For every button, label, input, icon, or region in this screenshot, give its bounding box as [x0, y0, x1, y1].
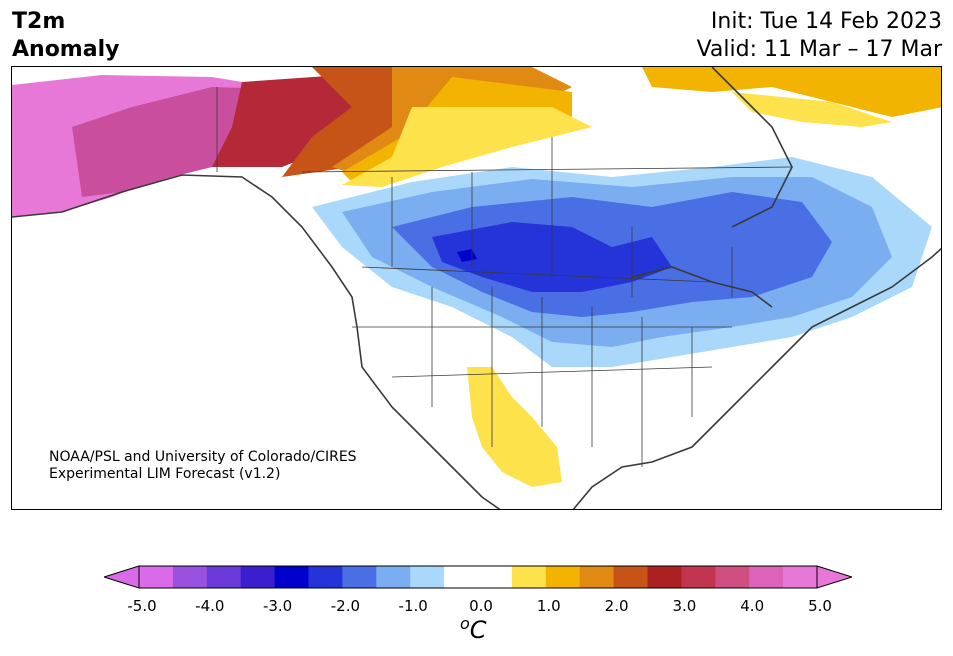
colorbar-segment — [308, 566, 343, 588]
colorbar-segment — [681, 566, 716, 588]
colorbar-segment — [715, 566, 750, 588]
map-title: T2m Anomaly — [12, 8, 119, 64]
colorbar-segment — [139, 566, 174, 588]
colorbar-segment — [342, 566, 377, 588]
colorbar-segment — [172, 566, 208, 588]
colorbar-tick-label: 3.0 — [672, 597, 697, 615]
colorbar-ticks: -5.0 -4.0 -3.0 -2.0 -1.0 0.0 1.0 2.0 3.0 4.0 5.0 — [0, 597, 953, 617]
title-line-2: Anomaly — [12, 37, 120, 62]
map-canvas — [12, 67, 941, 509]
warm-anomaly-yellow — [342, 107, 592, 187]
colorbar-segment — [545, 566, 581, 588]
warm-anomaly-arctic-gold — [642, 67, 941, 117]
warm-anomaly-magenta — [72, 87, 282, 197]
colorbar-outline — [138, 565, 818, 589]
warm-anomaly-arctic-yellow — [732, 92, 892, 127]
anomaly-map — [11, 66, 942, 510]
colorbar-tick-label: 5.0 — [808, 597, 832, 615]
colorbar-segment — [240, 566, 276, 588]
colorbar-segment — [376, 566, 411, 588]
colorbar-max-arrow — [816, 565, 852, 589]
colorbar-segment — [274, 566, 309, 588]
colorbar-tick-label: 0.0 — [469, 597, 493, 615]
colorbar-tick-label: -3.0 — [262, 597, 293, 615]
colorbar-tick-label: -2.0 — [330, 597, 361, 615]
warm-anomaly-southwest — [467, 367, 562, 487]
colorbar-min-arrow — [104, 565, 140, 589]
colorbar-tick-label: 4.0 — [740, 597, 765, 615]
colorbar-segment — [511, 566, 547, 588]
colorbar — [104, 565, 852, 589]
political-boundaries — [216, 87, 793, 467]
colorbar-segment — [647, 566, 682, 588]
colorbar-segment — [410, 566, 445, 588]
forecast-dates: Init: Tue 14 Feb 2023 Valid: 11 Mar – 17… — [697, 8, 942, 64]
credit-line-1: NOAA/PSL and University of Colorado/CIRE… — [49, 449, 357, 465]
colorbar-tick-label: -4.0 — [195, 597, 225, 615]
title-line-1: T2m — [12, 9, 66, 34]
colorbar-tick-label: 1.0 — [536, 597, 561, 615]
unit-label: oC — [460, 614, 487, 644]
valid-date: Valid: 11 Mar – 17 Mar — [696, 37, 942, 62]
colorbar-segment — [579, 566, 615, 588]
degree-symbol: o — [460, 614, 470, 633]
colorbar-tick-label: -5.0 — [127, 597, 157, 615]
colorbar-segment — [749, 566, 784, 588]
init-date: Init: Tue 14 Feb 2023 — [710, 9, 942, 34]
unit-celsius: C — [469, 616, 487, 644]
colorbar-segment — [613, 566, 648, 588]
colorbar-segment — [206, 566, 242, 588]
colorbar-tick-label: 2.0 — [604, 597, 629, 615]
colorbar-tick-label: -1.0 — [398, 597, 428, 615]
credit-text: NOAA/PSL and University of Colorado/CIRE… — [49, 449, 357, 483]
colorbar-segment — [783, 566, 818, 588]
colorbar-segment — [478, 566, 513, 588]
credit-line-2: Experimental LIM Forecast (v1.2) — [49, 466, 281, 482]
colorbar-segment — [444, 566, 479, 588]
